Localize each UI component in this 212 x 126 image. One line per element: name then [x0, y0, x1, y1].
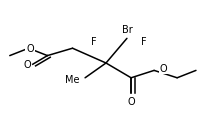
Text: Me: Me: [65, 75, 80, 85]
Text: O: O: [127, 97, 135, 107]
Text: O: O: [26, 44, 34, 54]
Text: F: F: [91, 37, 97, 47]
Text: O: O: [159, 64, 167, 74]
Text: O: O: [23, 60, 31, 70]
Text: Br: Br: [121, 25, 132, 35]
Text: F: F: [141, 37, 146, 47]
